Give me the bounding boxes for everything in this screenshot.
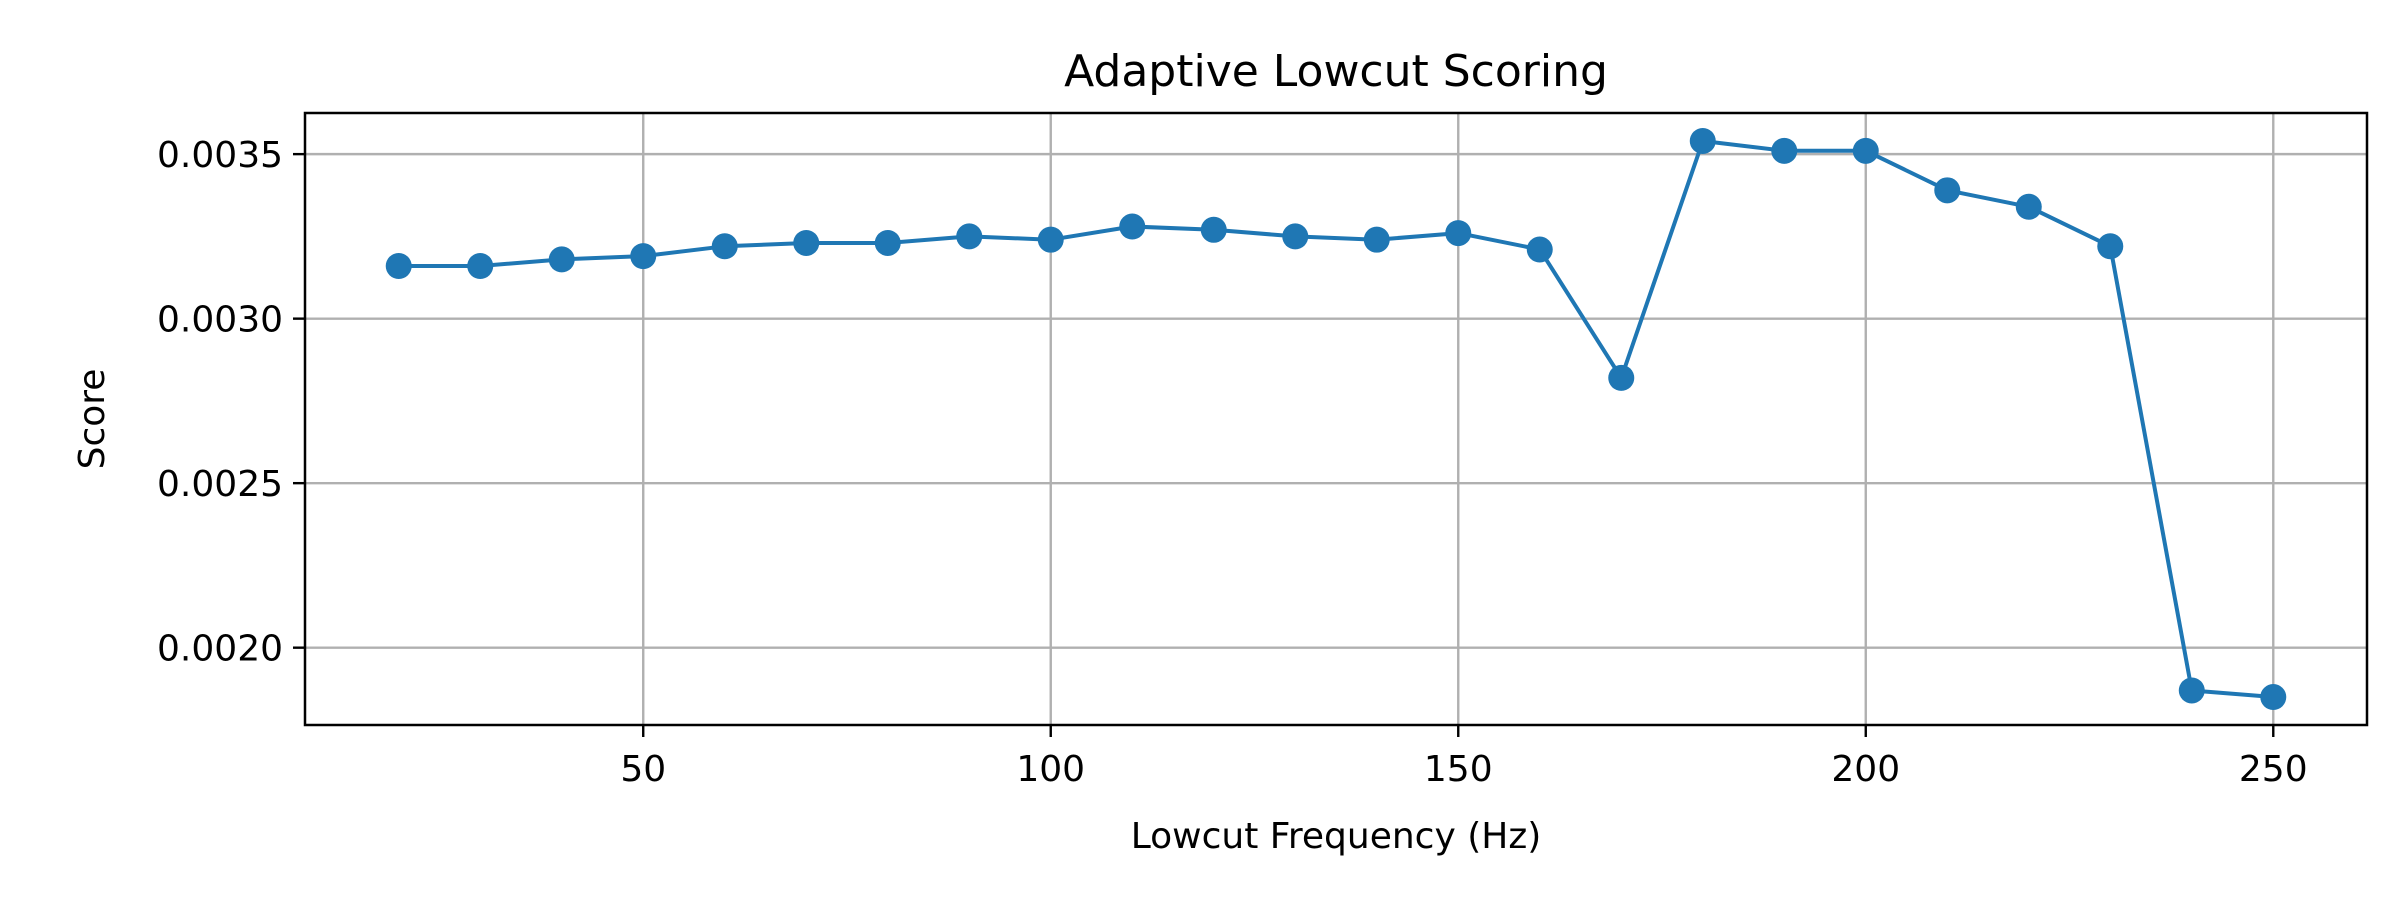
data-point: [2015, 193, 2042, 220]
data-point: [711, 233, 738, 260]
data-point: [467, 253, 494, 279]
data-point: [956, 223, 983, 250]
x-axis-ticks: 50 100 150 200 250: [620, 725, 2308, 790]
data-point: [385, 253, 412, 279]
data-point: [1526, 236, 1553, 263]
data-point: [2178, 677, 2205, 704]
grid-lines: [305, 113, 2367, 725]
series-layer: [385, 127, 2287, 711]
data-point: [1852, 137, 1879, 164]
y-tick-label: 0.0035: [157, 135, 283, 176]
data-point: [1363, 226, 1390, 253]
x-tick-label: 50: [620, 749, 666, 790]
data-point: [1689, 127, 1716, 154]
chart-title: Adaptive Lowcut Scoring: [1064, 46, 1608, 97]
data-point: [2260, 684, 2287, 711]
data-point: [1200, 216, 1227, 243]
y-tick-label: 0.0025: [157, 464, 283, 505]
y-tick-label: 0.0020: [157, 629, 283, 670]
plot-frame: [303, 111, 2369, 727]
x-tick-label: 100: [1016, 749, 1085, 790]
data-point: [1934, 177, 1961, 204]
data-point: [548, 246, 575, 273]
x-tick-label: 150: [1424, 749, 1493, 790]
data-point: [1282, 223, 1309, 250]
y-axis-ticks: 0.0020 0.0025 0.0030 0.0035: [157, 135, 305, 670]
x-tick-label: 250: [2239, 749, 2308, 790]
data-point: [1608, 364, 1635, 391]
y-tick-label: 0.0030: [157, 300, 283, 341]
data-point: [1037, 226, 1064, 253]
x-axis-label: Lowcut Frequency (Hz): [1131, 816, 1542, 857]
data-point: [874, 229, 901, 256]
y-axis-label: Score: [72, 369, 113, 470]
series-line: [398, 139, 2274, 699]
data-point: [1119, 213, 1146, 240]
data-point: [2097, 233, 2124, 260]
data-point: [793, 229, 820, 256]
data-point: [1445, 220, 1472, 247]
data-point: [1771, 137, 1798, 164]
data-point: [630, 243, 657, 270]
x-tick-label: 200: [1831, 749, 1900, 790]
